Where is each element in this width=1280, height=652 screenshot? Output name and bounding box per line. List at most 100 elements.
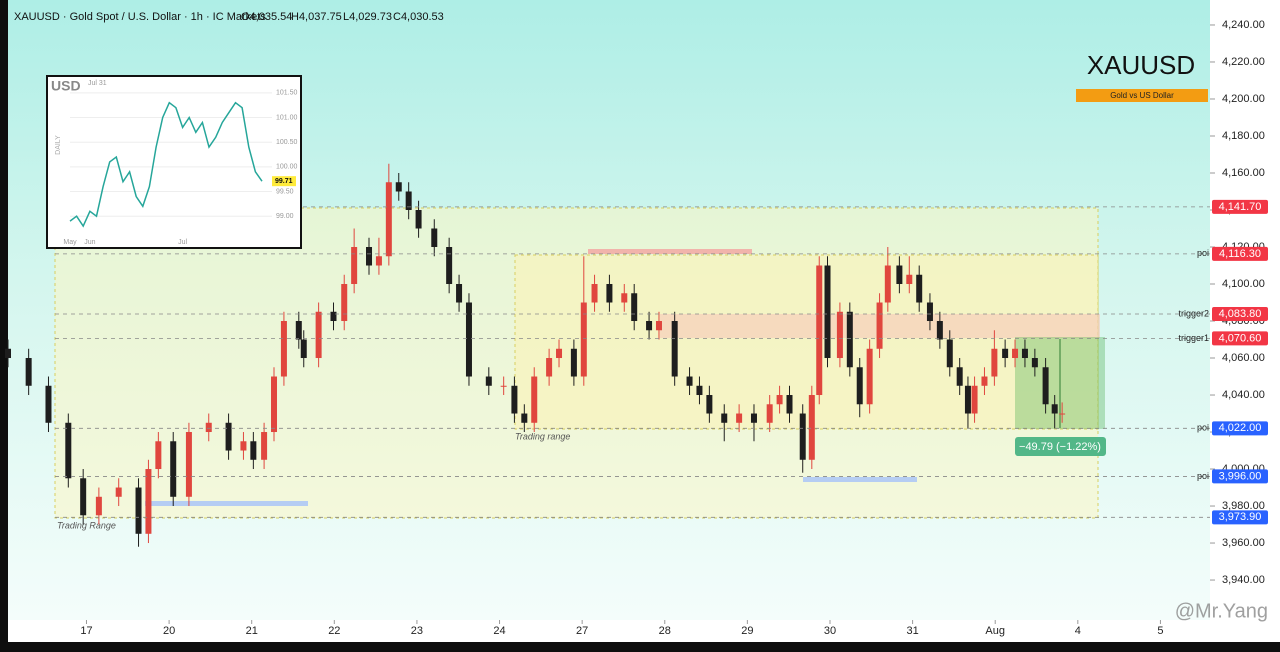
y-tick-label: 4,160.00 — [1222, 167, 1265, 179]
level-tag — [1212, 246, 1268, 261]
candle-body — [170, 441, 177, 497]
candle-body — [205, 422, 212, 433]
ohlc-high: H4,037.75 — [291, 11, 342, 23]
candle-body — [250, 441, 257, 460]
level-tag — [1212, 469, 1268, 484]
candle-body — [240, 441, 247, 451]
level-tag-label: 4,116.30 — [1219, 248, 1261, 260]
candle-body — [991, 348, 998, 377]
y-tick-label: 4,040.00 — [1222, 389, 1265, 401]
candle-body — [185, 432, 192, 497]
inset-title: USD — [51, 78, 81, 94]
candle-body — [964, 385, 971, 414]
candle-body — [808, 395, 815, 460]
candle-body — [750, 413, 757, 423]
x-tick-label: Jul — [178, 239, 187, 246]
candle-body — [884, 265, 891, 303]
candle-body — [736, 413, 743, 423]
candle-body — [261, 432, 268, 460]
level-note: poi — [1197, 423, 1209, 433]
x-tick-label: Jun — [84, 239, 95, 246]
time-axis-background — [8, 620, 1280, 642]
zone-label: Trading Range — [57, 520, 116, 530]
candle-body — [866, 348, 873, 405]
inset-plot: 99.00 99.50 100.00 100.50 101.00 101.50 May Jun… — [63, 90, 297, 246]
x-tick-label: 21 — [246, 625, 258, 637]
y-tick-label: 100.50 — [276, 139, 298, 146]
candle-body — [280, 321, 287, 377]
y-tick-label: 4,220.00 — [1222, 56, 1265, 68]
candle-body — [521, 413, 528, 423]
candle-body — [686, 376, 693, 386]
candle-body — [95, 496, 102, 516]
x-tick-label: 31 — [906, 625, 918, 637]
x-tick-label: 29 — [741, 625, 753, 637]
y-tick-label: 4,060.00 — [1222, 352, 1265, 364]
candle-body — [315, 311, 322, 359]
candle-body — [696, 385, 703, 396]
candle-body — [385, 182, 392, 257]
candle-body — [786, 395, 793, 414]
candle-body — [45, 385, 52, 423]
candle-body — [816, 265, 823, 396]
candle-body — [936, 321, 943, 340]
zone-label: Trading range — [515, 431, 570, 441]
candle-body — [485, 376, 492, 386]
candle-body — [1051, 404, 1058, 414]
candle-body — [1012, 348, 1019, 359]
candle-body — [546, 358, 553, 377]
candle-body — [1002, 348, 1009, 359]
candle-body — [956, 367, 963, 386]
candle-body — [80, 478, 87, 516]
y-tick-label: 101.50 — [276, 90, 298, 97]
candle-body — [431, 228, 438, 248]
y-tick-label: 4,200.00 — [1222, 93, 1265, 105]
level-note: trigger2 — [1178, 308, 1209, 318]
range-zone — [514, 254, 1099, 430]
candle-body — [655, 321, 662, 331]
candle-body — [926, 302, 933, 322]
candle-body — [906, 274, 913, 285]
candle-body — [776, 395, 783, 405]
candle-body — [646, 321, 653, 331]
candle-body — [606, 284, 613, 303]
x-tick-label: 30 — [824, 625, 836, 637]
x-tick-label: 22 — [328, 625, 340, 637]
x-tick-label: 28 — [659, 625, 671, 637]
level-note: poi — [1197, 248, 1209, 258]
y-tick-label: 4,180.00 — [1222, 130, 1265, 142]
candle-body — [766, 404, 773, 423]
candle-body — [405, 191, 412, 210]
inset-date: Jul 31 — [88, 80, 107, 87]
y-tick-label: 100.00 — [276, 164, 298, 171]
last-value-box — [272, 176, 296, 187]
x-tick-label: 5 — [1157, 625, 1163, 637]
level-tag-label: 3,996.00 — [1219, 470, 1262, 482]
level-tag-label: 4,083.80 — [1219, 308, 1262, 320]
y-tick-label: 101.00 — [276, 114, 298, 121]
candle-body — [946, 339, 953, 368]
main-plot: 3,940.003,960.003,980.004,000.004,020.00… — [5, 19, 1268, 637]
candle-body — [1042, 367, 1049, 405]
level-tag-label: 3,973.90 — [1219, 511, 1262, 523]
candle-body — [531, 376, 538, 423]
ohlc-open: O4,035.54 — [241, 11, 292, 23]
watermark: @Mr.Yang — [1175, 600, 1268, 622]
candle-body — [295, 321, 302, 340]
candle-body — [330, 311, 337, 322]
candle-body — [1021, 348, 1028, 359]
candle-body — [846, 311, 853, 368]
candle-body — [366, 247, 373, 266]
candle-body — [706, 395, 713, 414]
inset-line — [69, 101, 263, 228]
x-tick-label: 20 — [163, 625, 175, 637]
x-tick-label: 24 — [493, 625, 505, 637]
y-tick-label: 99.50 — [276, 188, 294, 195]
x-tick-label: 17 — [80, 625, 92, 637]
level-tag — [1212, 510, 1268, 525]
candle-body — [115, 487, 122, 497]
candle-body — [916, 274, 923, 303]
candle-body — [271, 376, 278, 433]
candle-body — [446, 247, 453, 285]
supply-zone — [588, 249, 752, 254]
